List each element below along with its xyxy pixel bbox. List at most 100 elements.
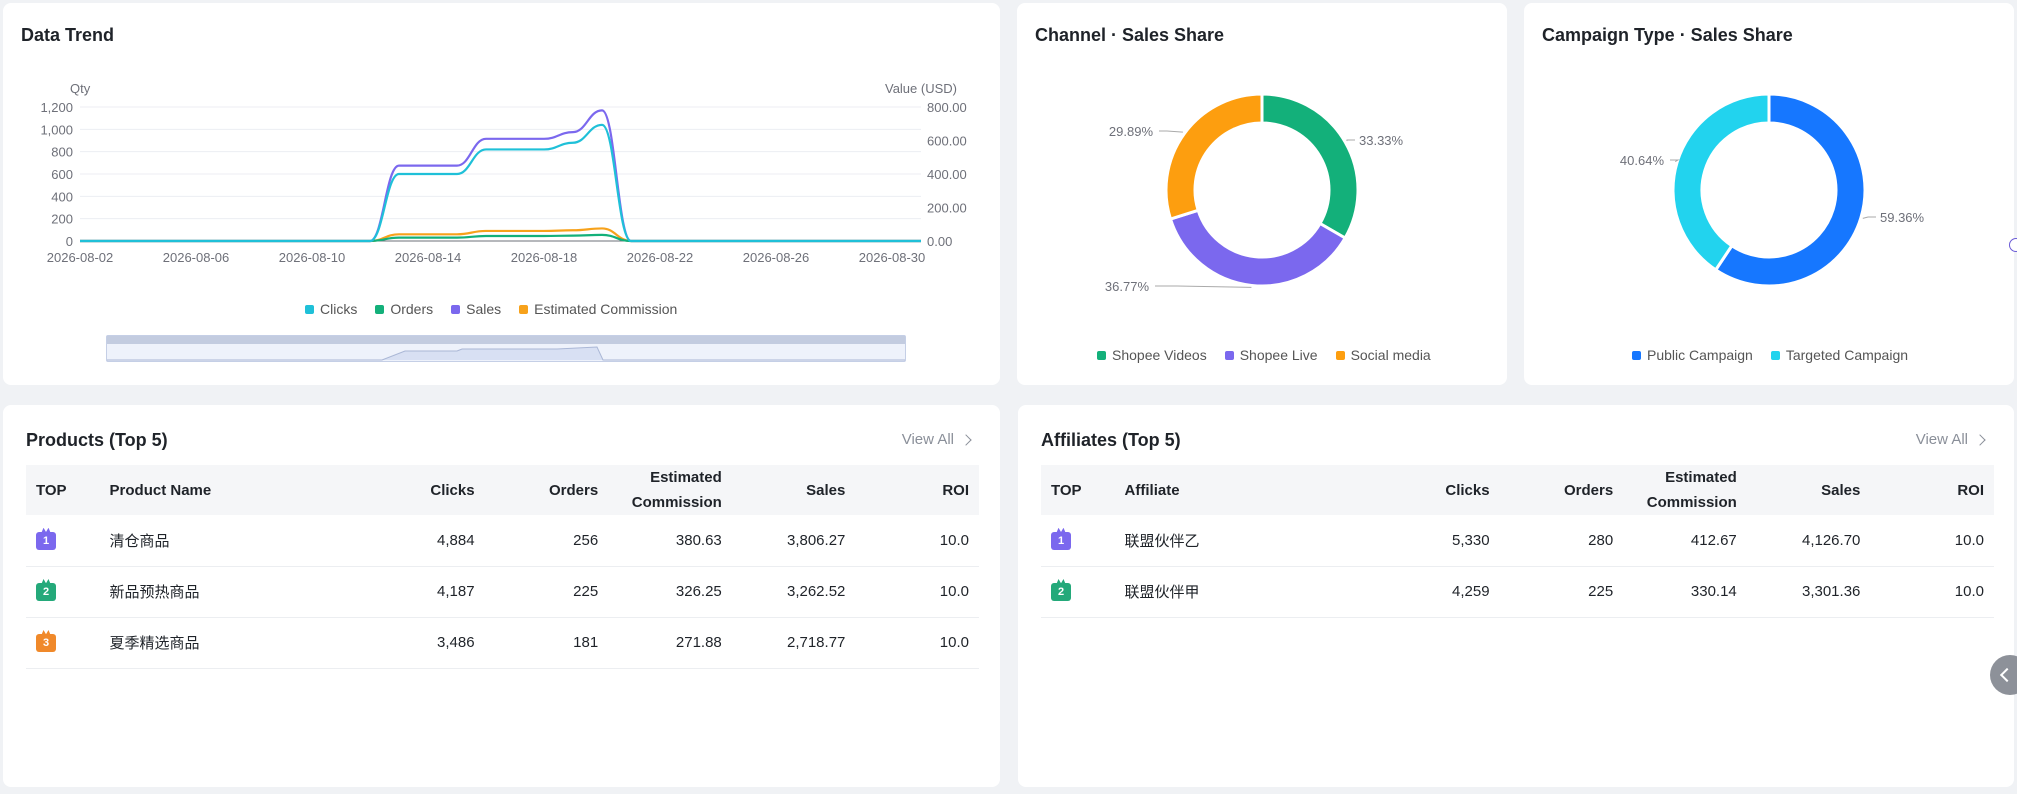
campaign-legend-item[interactable]: Targeted Campaign (1770, 347, 1909, 363)
table-row[interactable]: 3 夏季精选商品 3,486 181 271.88 2,718.77 10.0 (26, 617, 979, 669)
table-row[interactable]: 1 清仓商品 4,884 256 380.63 3,806.27 10.0 (26, 515, 979, 567)
channel-slice-label: 36.77% (1105, 279, 1150, 294)
y2-axis-label: Value (USD) (885, 81, 957, 96)
x-tick-label: 2026-08-30 (859, 250, 926, 265)
sales-cell: 3,301.36 (1746, 566, 1871, 618)
channel-donut-chart: 33.33% 36.77% 29.89% (1105, 92, 1404, 294)
table-header-row: TOP Product Name Clicks Orders Estimated… (26, 465, 979, 515)
y-tick-label: 1,200 (40, 100, 73, 115)
sales-cell: 3,806.27 (731, 515, 856, 567)
orders-cell: 181 (484, 617, 609, 669)
products-table: TOP Product Name Clicks Orders Estimated… (26, 465, 979, 669)
channel-legend-item[interactable]: Shopee Videos (1097, 347, 1207, 363)
slice-leader-line (1155, 285, 1252, 288)
y-tick-label: 1,000 (40, 122, 73, 137)
name-cell: 清仓商品 (99, 515, 366, 567)
legend-swatch (519, 304, 529, 314)
view-all-label: View All (1915, 431, 1968, 448)
products-view-all-link[interactable]: View All (901, 431, 972, 448)
name-cell: 夏季精选商品 (99, 617, 366, 669)
channel-legend-item[interactable]: Shopee Live (1224, 347, 1318, 363)
name-cell: 联盟伙伴甲 (1114, 566, 1381, 618)
campaign-donut-chart: 59.36% 40.64% (1620, 92, 1925, 288)
collapse-panel-button[interactable] (1990, 655, 2017, 695)
rank-badge-icon: 2 (1051, 583, 1071, 601)
x-tick-label: 2026-08-14 (395, 250, 462, 265)
y-axis-label: Qty (70, 81, 91, 96)
clicks-cell: 4,884 (365, 515, 485, 567)
trend-legend-item[interactable]: Sales (451, 301, 501, 317)
legend-swatch (1632, 350, 1641, 360)
legend-swatch (1770, 350, 1780, 360)
name-cell: 联盟伙伴乙 (1114, 515, 1381, 567)
x-tick-label: 2026-08-26 (743, 250, 810, 265)
col-clicks: Clicks (1380, 465, 1500, 515)
view-all-label: View All (901, 431, 954, 448)
slice-leader-line (1159, 130, 1183, 133)
table-row[interactable]: 2 联盟伙伴甲 4,259 225 330.14 3,301.36 10.0 (1041, 566, 1994, 618)
channel-sales-share-card: Channel · Sales Share 33.33% 36.77% 29.89%… (1017, 3, 1507, 385)
campaign-slice-label: 40.64% (1620, 153, 1665, 168)
legend-swatch (451, 304, 461, 314)
channel-legend-item[interactable]: Social media (1335, 347, 1431, 363)
y-tick-label: 400 (51, 189, 73, 204)
y2-tick-label: 400.00 (927, 167, 967, 182)
affiliates-view-all-link[interactable]: View All (1915, 431, 1986, 448)
campaign-slice (1713, 92, 1867, 288)
orders-cell: 256 (484, 515, 609, 567)
sales-cell: 2,718.77 (731, 617, 856, 669)
campaign-legend: Public Campaign Targeted Campaign (1632, 347, 1908, 363)
clicks-cell: 4,187 (365, 566, 485, 618)
col-affiliate: Affiliate (1114, 465, 1381, 515)
commission-cell: 326.25 (608, 566, 732, 618)
table-row[interactable]: 1 联盟伙伴乙 5,330 280 412.67 4,126.70 10.0 (1041, 515, 1994, 567)
rank-badge-icon: 3 (36, 634, 56, 652)
channel-slice-label: 29.89% (1109, 124, 1154, 139)
chevron-right-icon (1974, 433, 1986, 446)
affiliates-table: TOP Affiliate Clicks Orders Estimated Co… (1041, 465, 1994, 618)
legend-label: Orders (390, 301, 434, 317)
products-top5-card: Products (Top 5) View All TOP Product Na… (3, 405, 1000, 787)
col-product-name: Product Name (99, 465, 366, 515)
legend-swatch (1335, 350, 1345, 360)
channel-slice (1260, 92, 1360, 241)
y-tick-label: 600 (51, 167, 73, 182)
series-line-estimated-commission (79, 227, 921, 243)
trend-legend-item[interactable]: Estimated Commission (519, 301, 677, 317)
data-trend-title: Data Trend (21, 25, 115, 45)
table-row[interactable]: 2 新品预热商品 4,187 225 326.25 3,262.52 10.0 (26, 566, 979, 618)
data-zoom-handle-bar[interactable] (107, 336, 905, 344)
x-tick-label: 2026-08-06 (163, 250, 230, 265)
products-title: Products (Top 5) (26, 430, 168, 450)
campaign-legend-item[interactable]: Public Campaign (1632, 347, 1753, 363)
roi-cell: 10.0 (855, 515, 979, 567)
data-trend-card: Data Trend 1,200 1,000 800 600 400 200 0 800.00… (3, 3, 1000, 385)
rank-badge-icon: 1 (1051, 531, 1071, 550)
table-header-row: TOP Affiliate Clicks Orders Estimated Co… (1041, 465, 1994, 515)
legend-label: Public Campaign (1647, 347, 1753, 363)
orders-cell: 225 (484, 566, 609, 618)
legend-label: Shopee Live (1239, 347, 1318, 363)
channel-slice-label: 33.33% (1359, 133, 1404, 148)
col-sales: Sales (1746, 465, 1871, 515)
y-tick-label: 0 (66, 234, 73, 249)
chevron-right-icon (960, 433, 972, 446)
x-tick-label: 2026-08-02 (47, 250, 114, 265)
trend-legend-item[interactable]: Orders (375, 301, 433, 317)
col-roi: ROI (1870, 465, 1994, 515)
carousel-indicator[interactable] (2009, 238, 2017, 252)
series-line-clicks (79, 123, 921, 243)
col-estimated-commission: Estimated Commission (1623, 465, 1747, 515)
data-zoom-slider[interactable] (106, 335, 906, 362)
affiliates-table-body: 1 联盟伙伴乙 5,330 280 412.67 4,126.70 10.0 2 联盟伙伴甲 4,… (1041, 515, 1994, 618)
legend-label: Targeted Campaign (1785, 347, 1909, 363)
commission-cell: 330.14 (1623, 566, 1747, 618)
channel-slice (1164, 92, 1264, 221)
products-table-body: 1 清仓商品 4,884 256 380.63 3,806.27 10.0 2 新品预热商品 4,… (26, 515, 979, 669)
legend-label: Sales (466, 301, 502, 317)
trend-legend-item[interactable]: Clicks (305, 301, 357, 317)
legend-label: Clicks (320, 301, 358, 317)
legend-swatch (375, 304, 385, 314)
affiliates-top5-card: Affiliates (Top 5) View All TOP Affiliat… (1018, 405, 2014, 787)
chevron-left-icon (1999, 667, 2015, 683)
